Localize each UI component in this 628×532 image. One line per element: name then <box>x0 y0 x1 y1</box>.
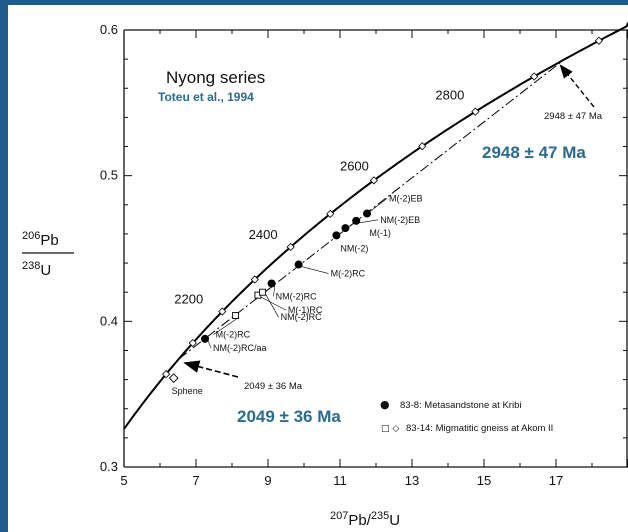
y-tick-label: 0.4 <box>100 313 118 328</box>
intercept-arrows <box>183 64 595 378</box>
y-tick-label: 0.6 <box>100 22 118 37</box>
data-point-label: Sphene <box>172 386 203 396</box>
concordia-age-marker <box>369 176 379 185</box>
concordia-age-marker <box>471 107 480 116</box>
concordia-age-marker <box>594 36 604 45</box>
discordia-line <box>178 59 565 360</box>
x-tick-label: 15 <box>477 473 491 488</box>
x-tick-label: 5 <box>120 473 127 488</box>
svg-text:238U: 238U <box>22 260 51 279</box>
data-point-filled <box>267 279 276 288</box>
discordia-dashed-line <box>178 59 565 360</box>
data-point-square <box>259 288 267 296</box>
data-point-leader <box>260 296 287 311</box>
concordia-age-label: 2600 <box>340 158 369 173</box>
legend-text-1: 83-8: Metasandstone at Kribi <box>400 400 521 411</box>
x-tick-label: 9 <box>264 473 271 488</box>
data-point-filled <box>332 231 341 240</box>
data-point-leader <box>369 198 388 212</box>
concordia-age-marker <box>326 209 335 219</box>
data-point-label: NM(-2)RC <box>281 312 322 322</box>
concordia-chart: 5 7 9 11 13 15 17 0.3 0.4 0.5 0.6 2200 2400 2600 2800… <box>22 22 628 529</box>
concordia-age-label: 2400 <box>249 227 278 242</box>
data-point-label: M(-1)RC <box>288 305 323 315</box>
concordia-age-label: 2800 <box>435 88 464 103</box>
data-point-label: NM(-2)EB <box>380 215 420 225</box>
y-tick-label: 0.5 <box>100 168 118 183</box>
legend-text-2: 83-14: Migmatitic gneiss at Akom II <box>406 423 553 434</box>
y-axis-label: 206Pb 238U <box>22 230 74 279</box>
chart-title: Nyong series <box>166 68 265 87</box>
lower-intercept-big-label: 2049 ± 36 Ma <box>237 407 341 426</box>
concordia-age-marker <box>286 242 295 252</box>
data-point-square <box>232 312 240 319</box>
data-point-leader <box>301 266 329 274</box>
x-tick-label: 13 <box>405 473 419 488</box>
data-point-leader <box>359 219 379 224</box>
chart-subtitle: Toteu et al., 1994 <box>158 90 254 104</box>
upper-intercept-small-label: 2948 ± 47 Ma <box>544 111 603 122</box>
concordia-line <box>123 22 628 430</box>
data-point-label: NM(-2) <box>340 243 368 253</box>
data-point-label: NM(-2)RC <box>276 291 317 301</box>
upper-intercept-big-label: 2948 ± 47 Ma <box>482 143 586 162</box>
data-point-filled <box>363 209 371 218</box>
concordia-age-marker <box>530 72 539 81</box>
data-point-leader <box>265 294 279 318</box>
upper-intercept-arrow <box>559 64 595 108</box>
x-tick-label: 7 <box>192 473 199 488</box>
x-tick-label: 17 <box>549 473 563 488</box>
concordia-age-marker <box>418 142 427 151</box>
data-point-label: M(-2)RC <box>331 269 366 279</box>
concordia-age-marker <box>161 370 171 379</box>
data-point-filled <box>352 216 361 225</box>
data-point-diamond <box>168 373 179 384</box>
lower-intercept-small-label: 2049 ± 36 Ma <box>244 381 303 392</box>
y-tick-label: 0.3 <box>100 459 118 474</box>
concordia-age-marker <box>250 275 259 284</box>
lower-intercept-arrow <box>183 360 239 378</box>
concordia-age-marker <box>218 307 227 316</box>
data-points: M(-2)EB NM(-2)EB M(-1)NM(-2) M(-2)RC NM(-2)R… <box>168 194 423 396</box>
axes: 5 7 9 11 13 15 17 0.3 0.4 0.5 0.6 <box>100 22 628 488</box>
data-point-label: M(-2)RC <box>216 330 251 340</box>
data-point-label: M(-1) <box>369 228 391 238</box>
legend: ● 83-8: Metasandstone at Kribi □ ◇ 83-14… <box>380 398 553 434</box>
data-point-leader <box>273 285 275 297</box>
chart-frame: 5 7 9 11 13 15 17 0.3 0.4 0.5 0.6 2200 2400 2600 2800… <box>8 5 628 532</box>
data-point-filled <box>294 260 303 269</box>
concordia-age-label: 2200 <box>174 292 203 307</box>
svg-text:206Pb: 206Pb <box>22 230 59 249</box>
data-point-label: NM(-2)RC/aa <box>213 343 267 353</box>
x-axis-label: 207Pb/235U <box>330 510 400 529</box>
concordia-age-marker <box>188 338 197 348</box>
legend-symbol-2: □ ◇ <box>381 424 399 434</box>
concordia-curve: 2200 2400 2600 2800 <box>123 22 628 430</box>
data-point-filled <box>341 224 350 233</box>
x-tick-label: 11 <box>333 473 347 488</box>
data-point-filled <box>201 334 209 343</box>
data-point-leader <box>207 340 212 348</box>
legend-symbol-1: ● <box>380 398 390 411</box>
data-point-label: M(-2)EB <box>389 194 423 204</box>
data-point-leader <box>213 317 239 335</box>
